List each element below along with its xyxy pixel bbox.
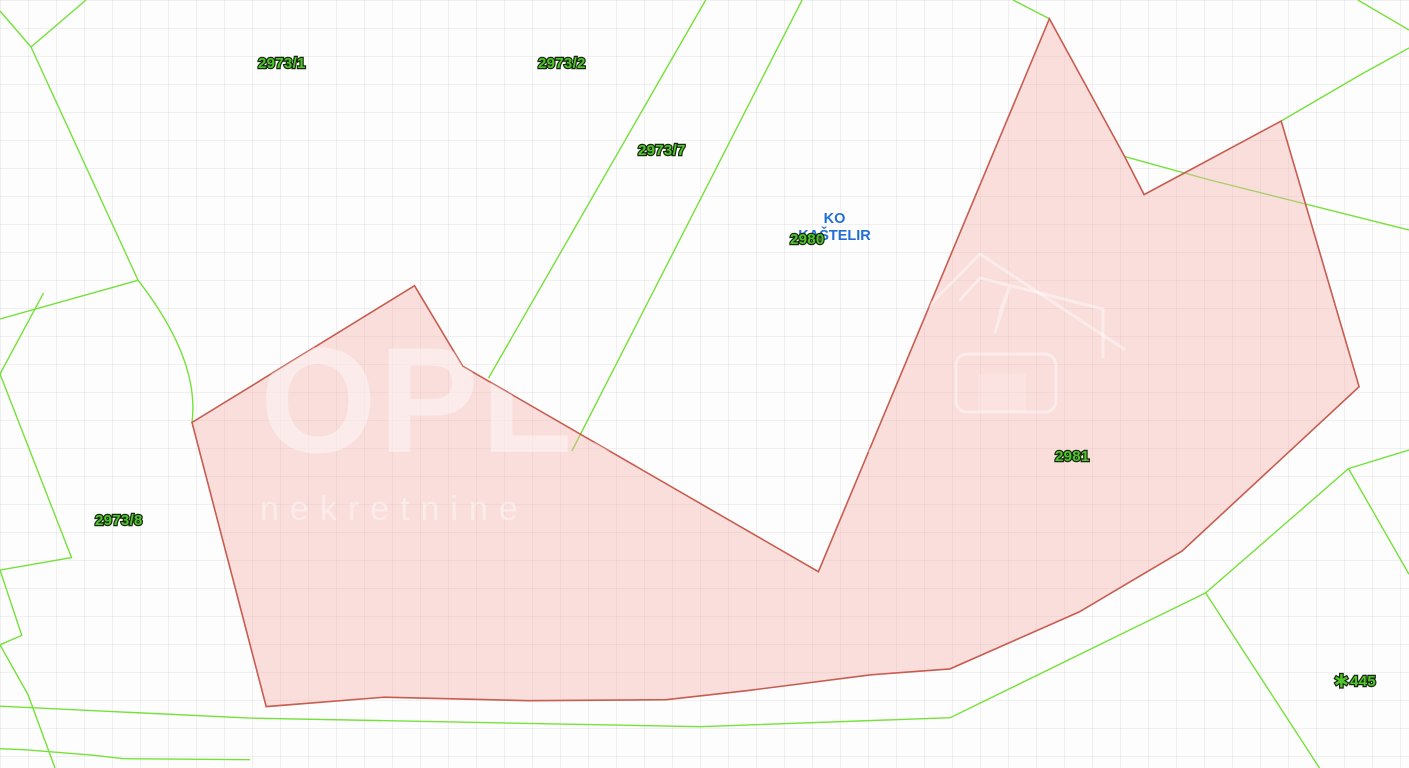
svg-text:nekretnine: nekretnine — [260, 490, 529, 528]
svg-text:OPLUTA: OPLUTA — [260, 316, 878, 484]
